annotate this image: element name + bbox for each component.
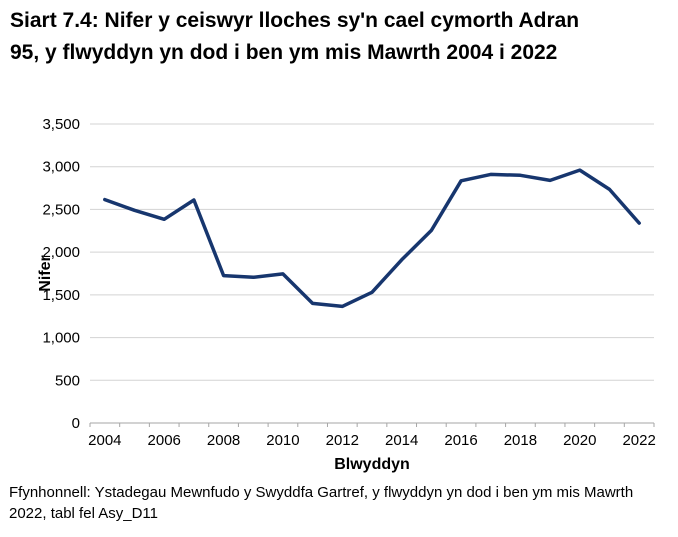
svg-text:1,500: 1,500	[42, 287, 80, 304]
svg-text:2,000: 2,000	[42, 244, 80, 261]
y-axis-title: Nifer	[37, 255, 54, 291]
svg-text:2006: 2006	[148, 432, 181, 449]
svg-text:2010: 2010	[266, 432, 299, 449]
svg-text:2020: 2020	[563, 432, 596, 449]
svg-text:2014: 2014	[385, 432, 418, 449]
svg-text:2008: 2008	[207, 432, 240, 449]
x-axis-tick-labels: 2004 2006 2008 2010 2012 2014 2016 2018 2020 2022	[88, 432, 656, 449]
source-note: Ffynhonnell: Ystadegau Mewnfudo y Swyddf…	[9, 484, 634, 522]
svg-text:2016: 2016	[444, 432, 477, 449]
svg-text:2018: 2018	[504, 432, 537, 449]
svg-text:2,500: 2,500	[42, 201, 80, 218]
svg-text:2022: 2022	[622, 432, 655, 449]
y-axis-tick-labels: 0 500 1,000 1,500 2,000 2,500 3,000 3,500	[42, 116, 80, 432]
data-line-section95	[103, 168, 641, 309]
chart-title: Siart 7.4: Nifer y ceiswyr lloches sy'n …	[10, 9, 580, 64]
svg-text:1,000: 1,000	[42, 330, 80, 347]
x-axis-title: Blwyddyn	[334, 456, 410, 473]
svg-text:3,500: 3,500	[42, 116, 80, 133]
svg-text:3,000: 3,000	[42, 159, 80, 176]
svg-text:0: 0	[72, 415, 80, 432]
y-gridlines	[90, 123, 654, 381]
svg-text:500: 500	[55, 372, 80, 389]
svg-text:2004: 2004	[88, 432, 121, 449]
svg-text:2012: 2012	[326, 432, 359, 449]
x-axis-tick-marks	[89, 423, 655, 427]
